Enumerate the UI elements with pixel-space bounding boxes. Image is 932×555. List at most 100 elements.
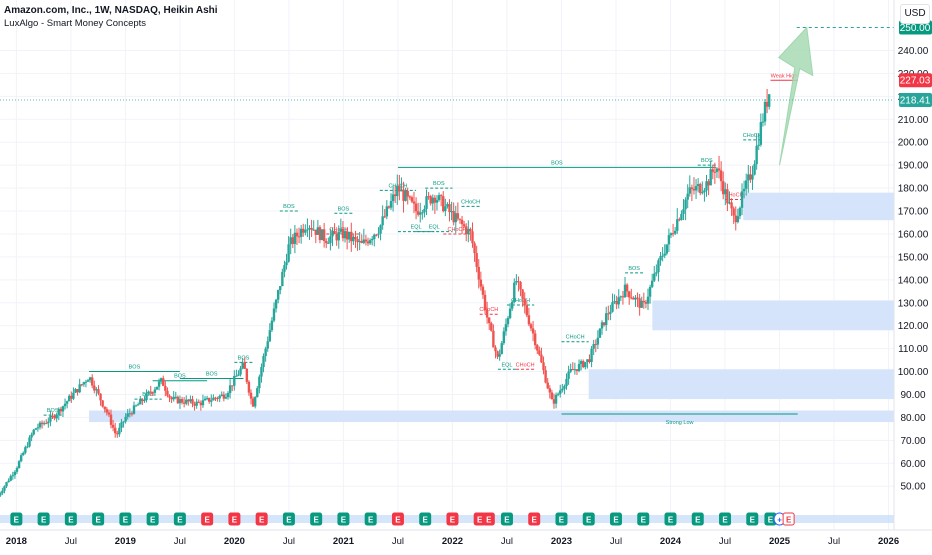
candle-body	[170, 397, 173, 400]
time-tick-label: Jul	[610, 536, 622, 547]
candle-body	[638, 298, 641, 308]
time-tick-label: 2021	[333, 536, 355, 547]
candle-body	[477, 266, 480, 280]
candle-body	[391, 194, 395, 202]
event-marker	[228, 512, 241, 526]
candle-body	[542, 362, 545, 371]
candle-body	[596, 337, 600, 345]
candle-body	[546, 382, 549, 389]
candle-body	[210, 400, 213, 402]
price-axis-background	[894, 0, 932, 530]
order-block	[588, 369, 894, 400]
candle-body	[291, 237, 294, 244]
candle-body	[678, 219, 681, 221]
candle-body	[412, 201, 416, 204]
candle-body	[661, 255, 664, 257]
candle-body	[421, 212, 424, 214]
candle-body	[17, 461, 21, 468]
candle-body	[460, 219, 464, 225]
event-marker-label: E	[313, 516, 319, 525]
candle-body	[761, 121, 765, 123]
events-bar: E E E E E E E E E E E E E E E E E E E E E E E E E E E E E E + E	[0, 512, 894, 526]
candle-body	[650, 280, 654, 287]
candle-body	[78, 384, 81, 393]
candle-body	[747, 174, 750, 181]
candle-body	[109, 414, 113, 425]
price-tick-label: 140.00	[898, 275, 929, 286]
candle-body	[218, 395, 221, 399]
candle-body	[65, 401, 69, 404]
candle-body	[515, 281, 518, 283]
candle-body	[333, 230, 336, 235]
candle-body	[164, 385, 167, 391]
candle-body	[356, 238, 359, 243]
candle-body	[214, 397, 217, 399]
candle-body	[533, 333, 537, 346]
candle-body	[389, 201, 393, 208]
candle-body	[567, 371, 570, 379]
candle-body	[145, 393, 148, 401]
candle-body	[49, 415, 52, 422]
candle-body	[260, 367, 263, 377]
candle-body	[281, 271, 284, 287]
candle-body	[38, 422, 42, 428]
currency-button[interactable]: USD	[900, 4, 930, 24]
candle-body	[99, 393, 102, 401]
candle-body	[297, 236, 301, 238]
event-marker	[391, 512, 404, 526]
candle-body	[295, 232, 299, 237]
smc-level-label: Strong Low	[666, 420, 694, 426]
candle-body	[749, 174, 752, 180]
event-marker-label: E	[668, 516, 674, 525]
candle-body	[172, 396, 175, 400]
candle-body	[335, 234, 338, 241]
candle-body	[416, 211, 420, 215]
time-tick-label: 2026	[878, 536, 899, 547]
candle-body	[701, 192, 704, 194]
candle-body	[316, 227, 320, 235]
candle-body	[120, 422, 123, 428]
candle-body	[554, 394, 558, 404]
candle-body	[19, 455, 23, 462]
candle-body	[586, 359, 589, 363]
candle-body	[124, 416, 127, 422]
candle-body	[473, 243, 476, 254]
candle-body	[222, 394, 226, 399]
indicator-title[interactable]: LuxAlgo - Smart Money Concepts	[4, 18, 147, 29]
candle-body	[11, 475, 15, 477]
candle-body	[686, 193, 689, 200]
candle-body	[205, 397, 209, 399]
event-marker-label: E	[41, 516, 47, 525]
candle-body	[627, 291, 631, 298]
event-marker-label: E	[14, 516, 20, 525]
price-label-text: 218.41	[900, 95, 931, 106]
candle-body	[492, 330, 495, 348]
time-tick-label: 2024	[660, 536, 682, 547]
candle-body	[352, 236, 355, 242]
candle-body	[302, 228, 305, 233]
candle-body	[435, 200, 439, 203]
candle-body	[433, 197, 437, 203]
candle-body	[456, 213, 460, 219]
event-marker-label: E	[95, 516, 101, 525]
candle-body	[444, 206, 447, 212]
candle-body	[322, 229, 326, 242]
candle-body	[268, 330, 272, 342]
candle-body	[247, 381, 251, 393]
candle-body	[711, 169, 714, 172]
smc-level-label: Weak High	[771, 73, 798, 79]
candle-body	[153, 389, 157, 393]
candle-body	[732, 208, 735, 216]
candle-body	[494, 347, 497, 352]
smc-level-label: CHoCH	[511, 298, 530, 304]
smc-level-label: EQL	[501, 362, 512, 368]
candle-body	[667, 235, 671, 245]
price-label-box	[899, 73, 932, 88]
candle-body	[358, 241, 361, 243]
candle-body	[329, 236, 332, 243]
candle-body	[632, 298, 635, 300]
candle-body	[582, 361, 585, 368]
candle-body	[47, 421, 50, 424]
